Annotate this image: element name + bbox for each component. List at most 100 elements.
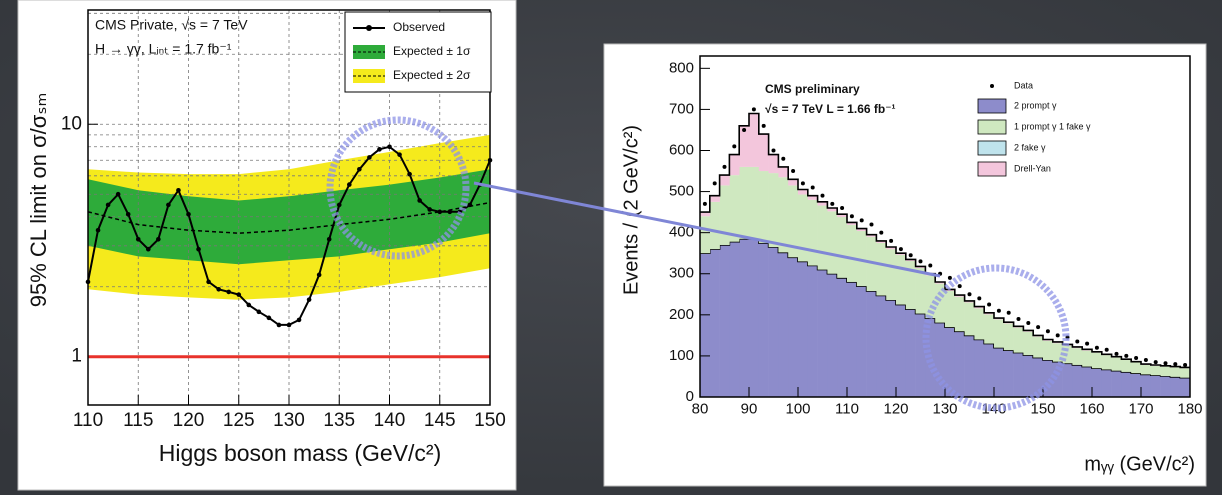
y-tick-label: 400 (669, 224, 694, 241)
x-tick-label: 115 (123, 410, 153, 431)
data-point (879, 230, 884, 235)
bar (827, 208, 838, 212)
data-point (712, 181, 717, 186)
observed-point (467, 202, 473, 208)
bar (1150, 375, 1161, 397)
bar (768, 173, 779, 248)
observed-point (286, 322, 292, 328)
data-point (967, 292, 972, 297)
chart: 0 100 200 300 400 500 600 700 800 80 90 100 110 120 13… (669, 55, 1203, 418)
legend-swatch (977, 98, 1007, 114)
bar (1082, 366, 1093, 397)
highlight-circle (922, 264, 1070, 412)
data-point (800, 181, 805, 186)
observed-point (367, 155, 372, 160)
data-point (751, 107, 756, 112)
data-point (1055, 333, 1060, 338)
y-axis-label: 95% CL limit on σ/σₛₘ (26, 93, 51, 308)
observed-point (387, 144, 392, 150)
data-point (908, 253, 913, 258)
x-tick-label: 180 (1177, 401, 1202, 418)
legend-swatch (366, 25, 372, 31)
bar (896, 254, 907, 305)
bar (876, 240, 887, 243)
bar (886, 247, 897, 250)
bar (788, 179, 799, 186)
bar (1013, 352, 1024, 397)
x-tick-label: 145 (424, 410, 456, 431)
bar (719, 244, 730, 397)
observed-point (347, 182, 352, 187)
bar (837, 214, 848, 218)
bar (778, 166, 789, 178)
bar (739, 166, 750, 239)
observed-point (206, 279, 211, 285)
bar (1023, 331, 1034, 356)
bar (1131, 362, 1142, 374)
bar (1072, 348, 1083, 365)
bar (729, 154, 740, 176)
bar (739, 238, 750, 397)
legend: Observed Expected ± 1σ Expected ± 2σ (344, 11, 492, 93)
x-tick-label: 160 (1079, 401, 1104, 418)
bar (817, 205, 828, 270)
bar (866, 234, 877, 237)
bar (1052, 361, 1063, 397)
bar (896, 253, 907, 255)
bar (856, 231, 867, 287)
annotation: CMS preliminary (765, 82, 860, 96)
observed-point (417, 198, 422, 203)
legend-swatch (977, 140, 1007, 156)
bar (1082, 350, 1093, 367)
bar (1023, 355, 1034, 397)
bar (749, 238, 760, 397)
data-point (889, 238, 894, 243)
bar (925, 318, 936, 397)
observed-point (326, 236, 332, 242)
bar (1101, 355, 1112, 370)
observed-point (95, 227, 101, 233)
bar (1160, 376, 1171, 397)
legend-label: Expected ± 2σ (393, 68, 471, 82)
x-tick-label: 130 (932, 401, 957, 418)
data-point (1016, 316, 1021, 321)
bar (964, 335, 975, 397)
data-point (810, 185, 815, 190)
bar (1180, 368, 1191, 378)
bar (945, 327, 956, 397)
bar (984, 343, 995, 397)
bar (847, 224, 858, 282)
bar (1131, 373, 1142, 397)
bar (1072, 364, 1083, 397)
observed-point (377, 147, 382, 152)
bar (807, 265, 818, 397)
bar (886, 300, 897, 397)
data-point (869, 222, 874, 227)
x-tick-label: 150 (474, 410, 506, 431)
bar (749, 113, 760, 167)
legend-label: Drell-Yan (1014, 163, 1051, 173)
bar (974, 308, 985, 340)
bar (758, 171, 769, 243)
bar (886, 249, 897, 301)
bar (719, 175, 730, 186)
data-point (742, 127, 747, 132)
data-point (1036, 325, 1041, 330)
x-tick-label: 135 (323, 410, 355, 431)
bar (954, 296, 965, 332)
bar (1121, 360, 1132, 372)
annotation: √s = 7 TeV L = 1.66 fb⁻¹ (765, 102, 896, 116)
data-point (1163, 361, 1168, 366)
y-tick-label: 1 (71, 346, 82, 367)
bar (719, 185, 730, 245)
legend-label: Data (1014, 80, 1033, 90)
data-point (1045, 329, 1050, 334)
bar (798, 261, 809, 397)
bar (1092, 368, 1103, 397)
bar (974, 339, 985, 397)
data-point (771, 148, 776, 153)
bar (905, 261, 916, 310)
data-point (1075, 339, 1080, 344)
data-point (732, 144, 737, 149)
